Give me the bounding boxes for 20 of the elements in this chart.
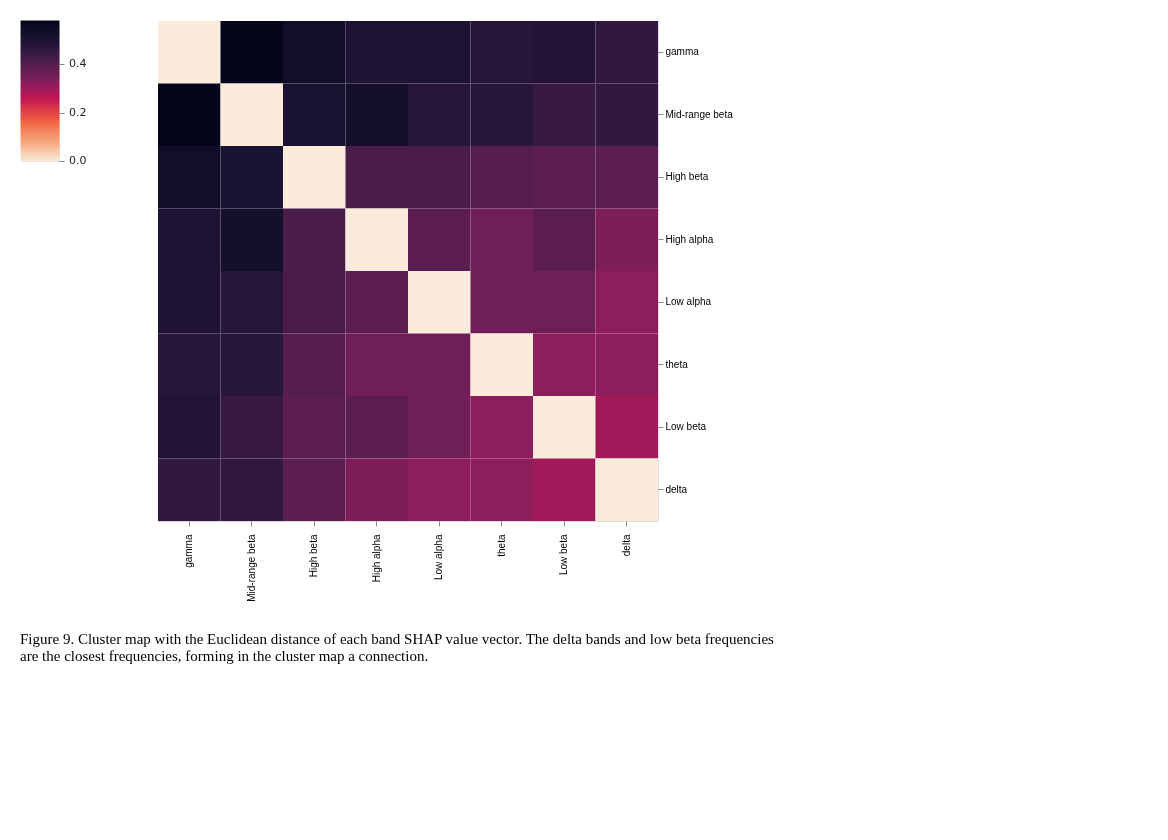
y-tick-label: Low alpha xyxy=(665,296,712,308)
caption: Figure 9. Cluster map with the Euclidean distance of each band SHAP value vector. The delta bands and low beta frequencies are the closest frequencies, forming in the cluster map a connection. xyxy=(20,630,775,664)
y-tick-label: gamma xyxy=(665,46,700,58)
y-tick-label: delta xyxy=(665,483,688,495)
x-tick-label: Low beta xyxy=(558,534,570,576)
y-tick-label: theta xyxy=(665,358,689,370)
color-bar-label: 0.2 xyxy=(69,105,87,119)
x-tick-label: High alpha xyxy=(370,534,382,583)
y-tick-label: High beta xyxy=(665,171,709,183)
x-tick-label: Mid-range beta xyxy=(245,534,257,602)
x-tick-label: High beta xyxy=(308,534,320,578)
y-tick-label: High alpha xyxy=(665,233,714,245)
color-bar-label: 0.0 xyxy=(69,154,87,167)
y-tick-label: Low beta xyxy=(665,421,707,433)
x-tick-label: gamma xyxy=(183,534,195,568)
x-tick-label: theta xyxy=(495,534,507,557)
x-tick-label: Low alpha xyxy=(433,534,445,581)
y-tick-label: Mid-range beta xyxy=(665,108,734,120)
x-tick-label: delta xyxy=(620,534,632,557)
color-bar-label: 0.4 xyxy=(69,57,87,71)
